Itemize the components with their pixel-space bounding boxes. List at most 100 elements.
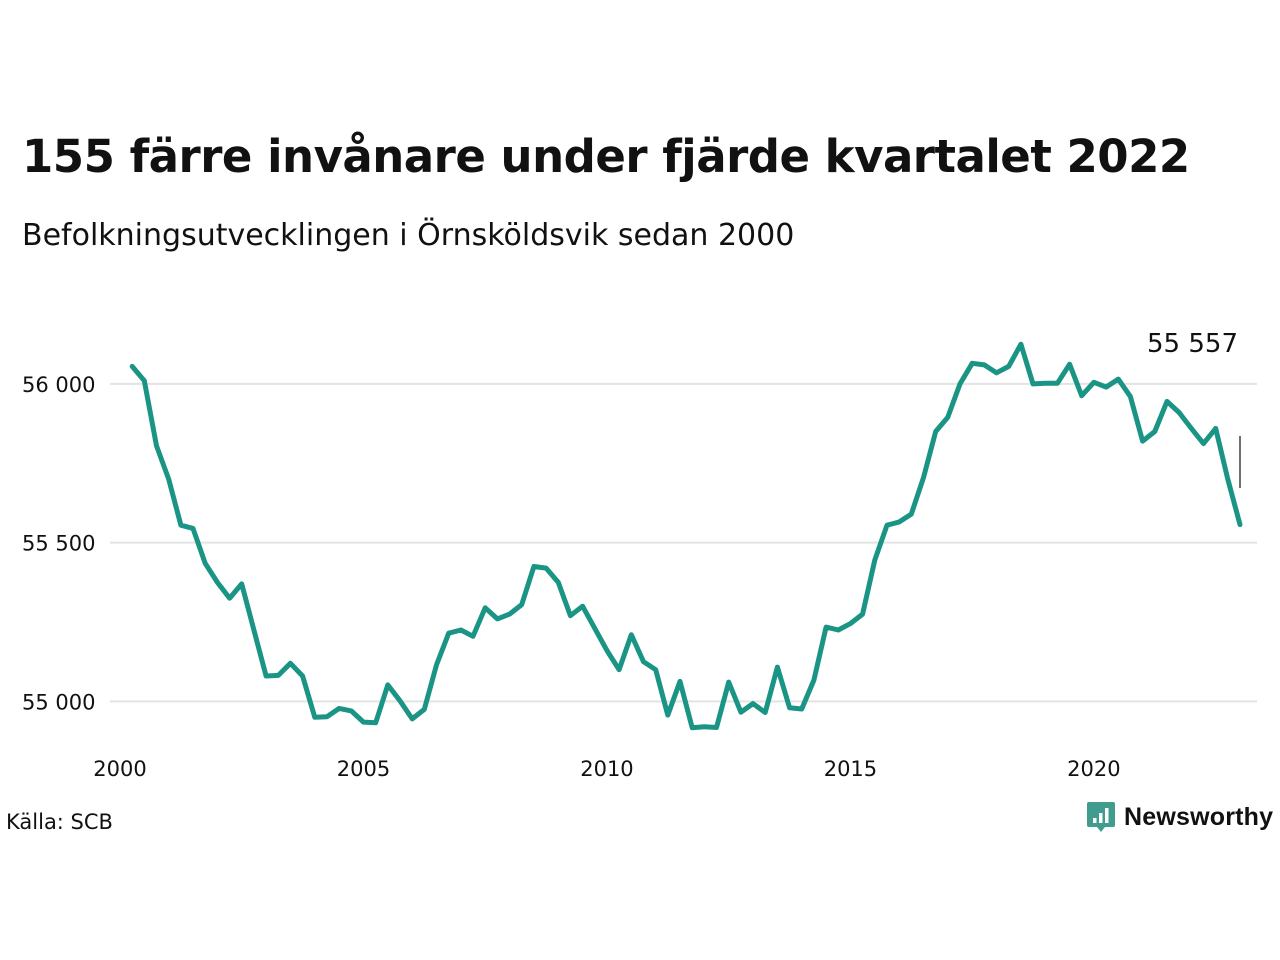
- data-point: [191, 526, 196, 531]
- data-point: [629, 632, 634, 637]
- data-point: [276, 673, 281, 678]
- data-point: [994, 370, 999, 375]
- data-point: [361, 720, 366, 725]
- x-axis: 2000 2005 2010 2015 2020: [93, 757, 1120, 781]
- data-point: [349, 708, 354, 713]
- data-point: [580, 604, 585, 609]
- data-point: [690, 725, 695, 730]
- data-point: [1152, 429, 1157, 434]
- data-point: [605, 648, 610, 653]
- data-point: [1091, 380, 1096, 385]
- data-point: [531, 564, 536, 569]
- data-point: [921, 475, 926, 480]
- x-tick-label: 2005: [337, 757, 390, 781]
- data-point: [665, 713, 670, 718]
- data-point: [970, 361, 975, 366]
- data-point: [1104, 385, 1109, 390]
- data-point: [1006, 364, 1011, 369]
- data-point: [142, 378, 147, 383]
- data-point: [288, 661, 293, 666]
- data-point: [325, 714, 330, 719]
- data-point: [1116, 377, 1121, 382]
- data-point: [471, 634, 476, 639]
- data-point: [1225, 477, 1230, 482]
- data-point: [166, 477, 171, 482]
- data-point: [507, 612, 512, 617]
- data-point: [860, 612, 865, 617]
- data-point: [897, 520, 902, 525]
- data-point: [933, 429, 938, 434]
- data-point: [763, 710, 768, 715]
- y-axis: 55 000 55 500 56 000: [22, 373, 95, 715]
- x-tick-label: 2015: [824, 757, 877, 781]
- data-point: [422, 707, 427, 712]
- data-point: [872, 558, 877, 563]
- data-point: [751, 701, 756, 706]
- data-point: [1177, 410, 1182, 415]
- data-point: [738, 710, 743, 715]
- brand-name: Newsworthy: [1124, 802, 1274, 831]
- data-point: [1018, 342, 1023, 347]
- data-point: [885, 523, 890, 528]
- data-point: [178, 523, 183, 528]
- data-point: [787, 705, 792, 710]
- data-point: [264, 674, 269, 679]
- data-point: [702, 724, 707, 729]
- x-tick-label: 2010: [580, 757, 633, 781]
- data-point: [446, 631, 451, 636]
- data-point: [958, 381, 963, 386]
- data-point: [519, 602, 524, 607]
- data-point: [836, 628, 841, 633]
- data-point: [544, 566, 549, 571]
- brand-logo[interactable]: Newsworthy: [1086, 800, 1273, 834]
- data-point: [556, 580, 561, 585]
- data-point: [154, 443, 159, 448]
- data-point: [215, 580, 220, 585]
- data-point: [337, 706, 342, 711]
- data-point: [385, 682, 390, 687]
- data-point: [373, 720, 378, 725]
- y-tick-label: 55 500: [22, 532, 95, 556]
- data-point: [483, 605, 488, 610]
- data-point: [1140, 439, 1145, 444]
- last-value-label: 55 557: [1147, 329, 1238, 359]
- data-point: [1189, 426, 1194, 431]
- data-point: [458, 628, 463, 633]
- data-point: [1043, 381, 1048, 386]
- data-point: [909, 512, 914, 517]
- data-point: [227, 596, 232, 601]
- data-point: [1031, 381, 1036, 386]
- data-point: [1213, 426, 1218, 431]
- data-point: [1067, 362, 1072, 367]
- chart-subtitle: Befolkningsutvecklingen i Örnsköldsvik s…: [22, 218, 795, 253]
- data-point: [1201, 441, 1206, 446]
- data-point: [848, 621, 853, 626]
- data-point: [398, 698, 403, 703]
- data-point: [678, 679, 683, 684]
- series-line: [129, 341, 1243, 731]
- data-point: [130, 364, 135, 369]
- data-point: [1165, 399, 1170, 404]
- data-point: [982, 362, 987, 367]
- data-point: [592, 626, 597, 631]
- newsworthy-logo-icon: [1087, 802, 1115, 832]
- data-point: [1079, 393, 1084, 398]
- data-point: [824, 625, 829, 630]
- data-point: [1238, 522, 1243, 527]
- data-point: [811, 678, 816, 683]
- chart-title: 155 färre invånare under fjärde kvartale…: [22, 130, 1190, 183]
- data-point: [239, 581, 244, 586]
- data-point: [799, 707, 804, 712]
- x-tick-label: 2000: [93, 757, 146, 781]
- data-point: [251, 628, 256, 633]
- data-point: [726, 680, 731, 685]
- data-point: [300, 674, 305, 679]
- annotation-layer: 55 557: [1147, 329, 1241, 488]
- source-note: Källa: SCB: [6, 810, 113, 834]
- data-point: [775, 665, 780, 670]
- data-point: [312, 715, 317, 720]
- data-point: [568, 613, 573, 618]
- series-layer: [129, 341, 1243, 731]
- data-point: [434, 662, 439, 667]
